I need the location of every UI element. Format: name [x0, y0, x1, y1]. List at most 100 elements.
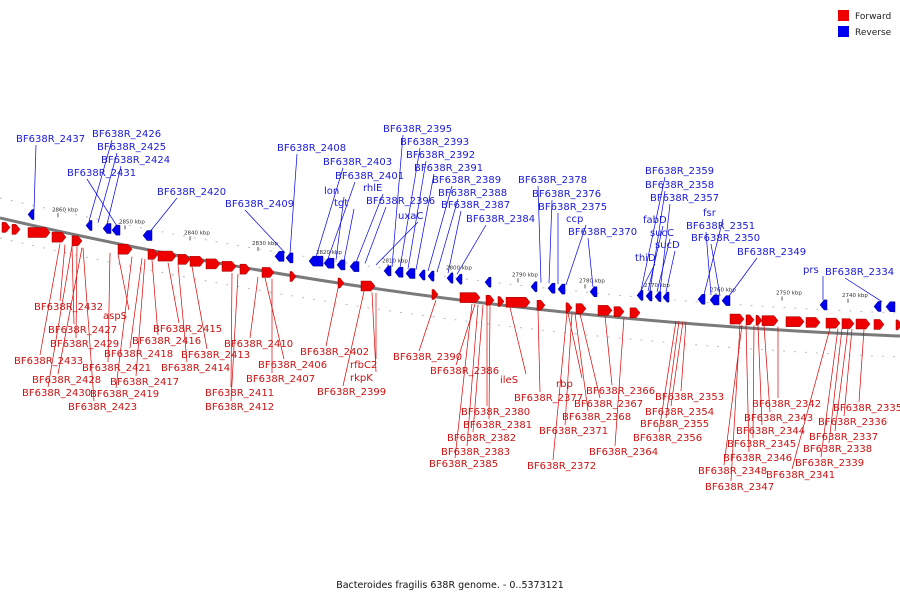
forward-gene-label: BF638R_2366 [586, 386, 655, 397]
reverse-leader [355, 193, 384, 263]
forward-gene-label: BF638R_2364 [589, 447, 658, 458]
forward-gene-label: BF638R_2432 [34, 302, 103, 313]
forward-gene-label: BF638R_2410 [224, 339, 293, 350]
legend-forward-swatch [838, 10, 849, 21]
forward-leader [564, 313, 573, 426]
forward-leader [342, 291, 365, 387]
forward-gene-label: BF638R_2418 [104, 349, 173, 360]
forward-gene-arrow [147, 249, 159, 260]
forward-gene-label: BF638R_2430 [22, 388, 91, 399]
reverse-gene-arrow [323, 257, 335, 269]
reverse-leader [97, 152, 118, 223]
reverse-gene-arrow [27, 209, 35, 220]
reverse-gene-label: BF638R_2351 [686, 221, 755, 232]
reverse-gene-label: BF638R_2378 [518, 175, 587, 186]
forward-leader [371, 292, 377, 373]
forward-gene-arrow [289, 271, 297, 282]
forward-leader [680, 321, 687, 392]
forward-leader [509, 307, 527, 375]
reverse-leader [399, 147, 421, 268]
forward-gene-label: BF638R_2337 [809, 432, 878, 443]
label-leader-lines [33, 134, 883, 482]
reverse-gene-arrow [819, 299, 828, 311]
forward-gene-label: BF638R_2416 [132, 336, 201, 347]
forward-gene-arrow [27, 227, 51, 238]
forward-gene-label: BF638R_2345 [727, 439, 796, 450]
reverse-gene-arrow [85, 220, 93, 231]
forward-leader [723, 324, 743, 466]
reverse-leader [656, 238, 671, 292]
forward-leader [191, 266, 208, 350]
reverse-gene-label: tgt [334, 198, 348, 209]
forward-gene-arrow [729, 313, 745, 325]
forward-genes [1, 222, 900, 331]
reverse-leader [705, 231, 712, 296]
reverse-leader [537, 185, 542, 283]
reverse-gene-arrow [589, 286, 598, 298]
forward-leader [167, 262, 180, 324]
forward-leader [752, 325, 755, 439]
scale-tick-label: 2830 kbp [252, 241, 278, 247]
forward-leader [834, 328, 849, 432]
reverse-leader [447, 210, 462, 274]
gene-labels: BF638R_2437 BF638R_2426 BF638R_2425 BF638R_… [14, 124, 900, 493]
forward-gene-arrow [177, 254, 191, 265]
reverse-leader [649, 190, 666, 292]
reverse-gene-label: BF638R_2396 [366, 196, 435, 207]
forward-gene-arrow [613, 306, 625, 317]
forward-gene-arrow [536, 299, 546, 311]
reverse-leader [335, 196, 345, 260]
forward-gene-arrow [597, 305, 613, 316]
scale-tick-label: 2740 kbp [842, 293, 868, 299]
forward-gene-label: BF638R_2338 [803, 444, 872, 455]
forward-gene-label: BF638R_2371 [539, 426, 608, 437]
forward-gene-label: BF638R_2344 [736, 426, 805, 437]
reverse-gene-label: BF638R_2359 [645, 166, 714, 177]
reverse-gene-arrow [697, 294, 706, 305]
forward-gene-arrow [505, 297, 531, 308]
reverse-gene-label: BF638R_2375 [538, 202, 607, 213]
forward-gene-arrow [755, 315, 763, 326]
reverse-gene-arrow [349, 261, 360, 272]
reverse-gene-label: BF638R_2387 [441, 200, 510, 211]
forward-leader [177, 264, 188, 363]
forward-gene-label: rkpK [350, 373, 373, 384]
reverse-leader [427, 185, 453, 272]
reverse-gene-arrow [405, 268, 416, 279]
forward-gene-arrow [629, 307, 641, 319]
forward-leader [843, 328, 853, 417]
scale-tick-label: 2860 kbp [52, 207, 78, 213]
reverse-gene-label: sucC [650, 228, 674, 239]
forward-leader [730, 324, 741, 482]
forward-leader [107, 252, 111, 363]
legend-forward-label: Forward [855, 12, 891, 22]
reverse-leader [728, 257, 758, 297]
forward-gene-label: BF638R_2380 [461, 407, 530, 418]
forward-gene-label: BF638R_2381 [463, 420, 532, 431]
forward-gene-arrow [873, 319, 885, 330]
forward-gene-label: BF638R_2427 [48, 325, 117, 336]
forward-leader [537, 310, 541, 393]
reverse-gene-label: BF638R_2401 [335, 171, 404, 182]
forward-leader [117, 254, 130, 311]
reverse-gene-label: lon [324, 186, 339, 197]
reverse-gene-label: BF638R_2389 [432, 175, 501, 186]
reverse-gene-label: fsr [703, 208, 717, 219]
forward-gene-label: BF638R_2385 [429, 459, 498, 470]
reverse-leader [375, 221, 419, 266]
forward-gene-arrow [205, 258, 221, 270]
reverse-gene-label: BF638R_2408 [277, 143, 346, 154]
forward-leader [151, 260, 159, 336]
scale-tick-label: 2810 kbp [382, 258, 408, 264]
forward-gene-arrow [895, 319, 900, 331]
reverse-leader [565, 224, 587, 285]
forward-gene-label: BF638R_2353 [655, 392, 724, 403]
reverse-gene-arrow [662, 291, 670, 303]
forward-gene-arrow [575, 303, 587, 314]
forward-gene-label: BF638R_2433 [14, 356, 83, 367]
reverse-gene-label: BF638R_2425 [97, 142, 166, 153]
forward-gene-label: BF638R_2399 [317, 387, 386, 398]
forward-leader [579, 313, 601, 399]
reverse-leader [587, 237, 594, 288]
reverse-gene-label: BF638R_2392 [406, 150, 475, 161]
